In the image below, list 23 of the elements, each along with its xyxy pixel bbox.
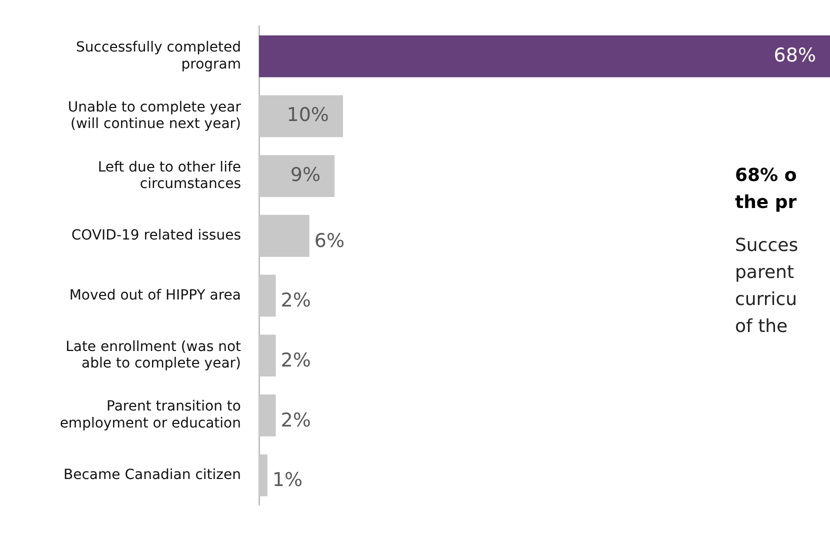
data-label: 2% <box>280 409 311 432</box>
y-tick-label: Left due to other life circumstances <box>98 159 241 192</box>
y-tick-label: Unable to complete year (will continue next year) <box>68 99 242 132</box>
annotation: the pr <box>735 191 798 215</box>
bar <box>259 35 830 78</box>
data-label: 2% <box>280 290 311 312</box>
annotation: parent <box>735 261 796 285</box>
y-tick-label: Successfully completed program <box>76 40 241 72</box>
annotation: 68% o <box>735 164 798 188</box>
y-tick-label: Late enrollment (was not able to complete year) <box>66 338 242 372</box>
data-label: 10% <box>286 104 329 126</box>
y-tick-label: Became Canadian citizen <box>64 466 241 483</box>
y-tick-label: COVID-19 related issues <box>71 228 241 244</box>
annotation: curricu <box>735 288 798 312</box>
y-tick-label: Parent transition to employment or education <box>60 398 241 432</box>
data-label: 2% <box>280 350 311 372</box>
data-label: 9% <box>290 164 321 186</box>
data-label: 1% <box>272 469 303 492</box>
y-tick-label: Moved out of HIPPY area <box>69 287 241 304</box>
data-label: 6% <box>314 230 345 252</box>
annotation: Succes <box>735 234 798 258</box>
data-label: 68% <box>774 44 816 66</box>
annotation: of the <box>735 315 789 339</box>
